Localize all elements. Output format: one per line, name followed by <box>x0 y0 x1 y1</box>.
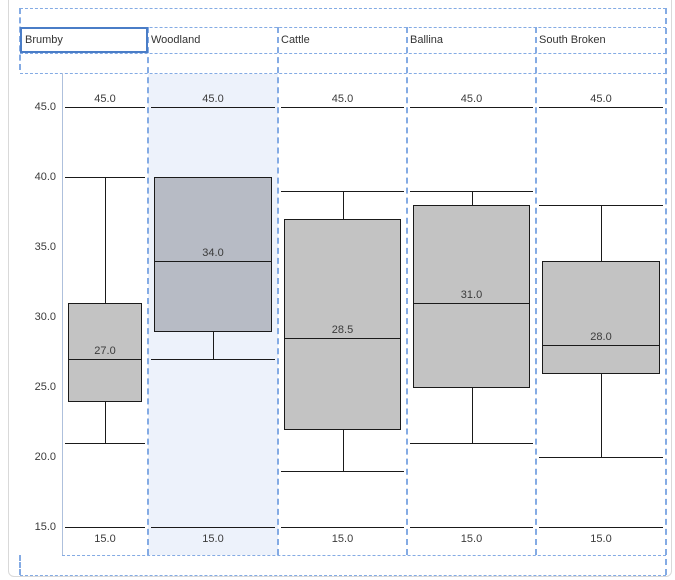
lower-whisker-cap <box>281 471 404 472</box>
median-label: 31.0 <box>460 289 483 301</box>
y-axis-tick-label: 40.0 <box>34 171 56 183</box>
selection-guide-vertical <box>19 555 21 575</box>
median-line <box>542 345 660 346</box>
median-line <box>154 261 272 262</box>
scale-min-label: 15.0 <box>94 533 116 545</box>
scale-min-line <box>539 527 663 528</box>
boxplot-column-brumby[interactable]: 45.0 15.0 27.0 <box>62 74 148 555</box>
median-line <box>68 359 142 360</box>
upper-whisker-line <box>471 191 473 205</box>
lower-whisker-line <box>601 373 602 457</box>
selection-guide-vertical <box>665 8 667 575</box>
scale-max-label: 45.0 <box>590 93 612 105</box>
median-label: 28.0 <box>590 331 612 343</box>
lower-whisker-cap <box>65 443 145 444</box>
header-cell-label: Ballina <box>410 34 444 46</box>
median-label: 34.0 <box>202 247 224 259</box>
scale-max-line <box>539 107 663 108</box>
lower-whisker-line <box>105 401 106 443</box>
header-cell-south-broken[interactable]: South Broken <box>536 27 666 53</box>
scale-min-label: 15.0 <box>460 533 483 545</box>
boxplot-column-ballina[interactable]: 45.0 15.0 31.0 <box>407 74 536 555</box>
y-axis-line <box>62 73 63 555</box>
lower-whisker-cap <box>410 443 533 444</box>
header-cell-label: South Broken <box>539 34 606 46</box>
lower-whisker-cap <box>539 457 663 458</box>
selection-guide-horizontal <box>62 555 666 556</box>
upper-whisker-line <box>601 205 602 261</box>
lower-whisker-line <box>213 331 214 359</box>
median-line <box>284 338 401 339</box>
scale-max-label: 45.0 <box>202 93 224 105</box>
scale-max-line <box>151 107 275 108</box>
y-axis-tick-label: 30.0 <box>34 311 56 323</box>
selection-guide-horizontal <box>20 53 666 54</box>
y-axis-tick-label: 45.0 <box>34 101 56 113</box>
selection-guide-horizontal <box>20 73 666 74</box>
scale-max-line <box>410 107 533 108</box>
median-line <box>413 303 530 304</box>
median-label: 27.0 <box>94 345 116 357</box>
scale-min-label: 15.0 <box>331 533 354 545</box>
y-axis-tick-label: 15.0 <box>34 521 56 533</box>
box-woodland[interactable] <box>154 177 272 332</box>
lower-whisker-line <box>471 387 473 443</box>
upper-whisker-line <box>105 177 106 303</box>
scale-min-label: 15.0 <box>590 533 612 545</box>
lower-whisker-cap <box>151 359 275 360</box>
scale-max-label: 45.0 <box>460 93 483 105</box>
y-axis-tick-label: 35.0 <box>34 241 56 253</box>
header-cell-woodland[interactable]: Woodland <box>148 27 278 53</box>
header-cell-label: Woodland <box>151 34 201 46</box>
selection-guide-vertical <box>147 27 149 555</box>
y-axis-tick-label: 20.0 <box>34 451 56 463</box>
y-axis-tick-label: 25.0 <box>34 381 56 393</box>
scale-max-label: 45.0 <box>331 93 354 105</box>
box-south-broken[interactable] <box>542 261 660 374</box>
scale-min-line <box>410 527 533 528</box>
scale-max-line <box>65 107 145 108</box>
header-cell-ballina[interactable]: Ballina <box>407 27 536 53</box>
median-label: 28.5 <box>331 324 354 336</box>
scale-min-line <box>281 527 404 528</box>
scale-min-line <box>151 527 275 528</box>
header-cell-label: Brumby <box>25 34 63 46</box>
selection-guide-vertical <box>406 27 408 555</box>
upper-whisker-line <box>342 191 344 219</box>
header-cell-brumby[interactable]: Brumby <box>20 27 148 53</box>
boxplot-column-cattle[interactable]: 45.0 15.0 28.5 <box>278 74 407 555</box>
selection-guide-vertical <box>277 27 279 555</box>
scale-max-line <box>281 107 404 108</box>
scale-min-label: 15.0 <box>202 533 224 545</box>
scale-max-label: 45.0 <box>94 93 116 105</box>
selection-guide-vertical <box>535 27 537 555</box>
lower-whisker-line <box>342 429 344 471</box>
selection-guide-horizontal <box>20 575 666 576</box>
scale-min-line <box>65 527 145 528</box>
header-cell-label: Cattle <box>281 34 310 46</box>
header-cell-cattle[interactable]: Cattle <box>278 27 407 53</box>
boxplot-column-woodland[interactable]: 45.0 15.0 34.0 <box>148 74 278 555</box>
selection-guide-horizontal <box>20 8 666 9</box>
box-cattle[interactable] <box>284 219 401 430</box>
boxplot-column-south-broken[interactable]: 45.0 15.0 28.0 <box>536 74 666 555</box>
box-brumby[interactable] <box>68 303 142 402</box>
selection-guide-horizontal <box>20 27 666 28</box>
box-ballina[interactable] <box>413 205 530 388</box>
